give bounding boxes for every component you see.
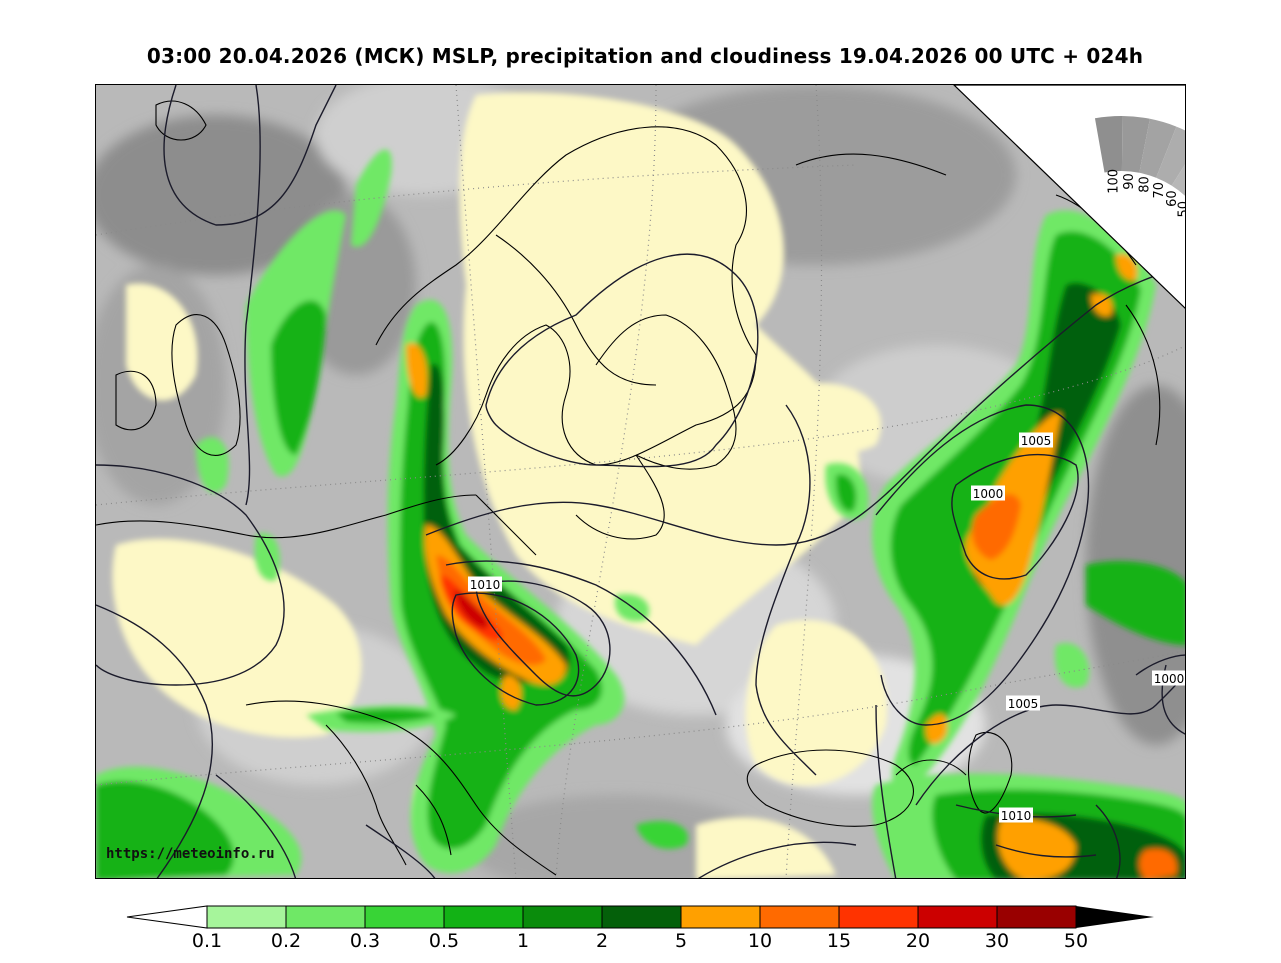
isobar-label-bg [1019,432,1053,448]
cloud-scale-segment [1121,116,1150,173]
legend-tick-label: 0.1 [191,930,223,952]
legend-tick-label: 0.3 [349,930,381,952]
legend-tick-label: 15 [826,930,852,952]
legend-tick-label: 2 [595,930,609,952]
isobar-label: 1000 [973,487,1004,501]
legend-tick-label: 50 [1063,930,1089,952]
legend-tick-label: 1 [516,930,530,952]
cloud-scale-label: 60 [1165,190,1180,207]
cloud-scale-label: 70 [1152,182,1167,199]
cloud-scale-segment [1139,118,1177,178]
precipitation-legend [126,905,1154,929]
legend-tick-label: 5 [674,930,688,952]
isobar-label: 1010 [470,578,501,592]
isobars [96,85,1185,878]
legend-color-box [601,905,682,929]
cloud-scale-label: 80 [1137,176,1152,193]
source-url: https://meteoinfo.ru [106,846,275,862]
legend-tick-label: 0.2 [270,930,302,952]
legend-tick-label: 30 [984,930,1010,952]
legend-color-box [285,905,366,929]
isobar-label-bg [971,485,1005,501]
isobar-label: 1005 [1021,434,1052,448]
legend-above-max-triangle [1076,906,1154,928]
isobar-label-bg [999,807,1033,823]
cloud-scale-segment [1094,116,1123,173]
map-canvas: 1009080706050403020 10051000101010001005… [96,85,1186,878]
cloud-scale-label: 90 [1122,173,1137,190]
cloud-scale-label: 50 [1177,201,1186,218]
isobar-labels: 1005 1000 1010 1000 1005 1010 [468,432,1185,823]
legend-below-min-triangle [126,905,208,929]
isobar-label: 1010 [1001,809,1032,823]
legend-color-box [680,905,761,929]
map-title: 03:00 20.04.2026 (МСК) MSLP, precipitati… [146,44,1144,68]
cloud-cover-scale: 1009080706050403020 [1094,116,1186,218]
isobar-label-bg [468,576,502,592]
isobar-label: 1005 [1008,697,1039,711]
legend-color-box [206,905,287,929]
legend-color-box [364,905,445,929]
legend-color-box [522,905,603,929]
weather-map: 1009080706050403020 10051000101010001005… [95,84,1186,879]
legend-color-box [838,905,919,929]
isobar-label: 1000 [1154,672,1185,686]
legend-color-box [759,905,840,929]
isobar-label-bg [1006,695,1040,711]
legend-color-box [917,905,998,929]
graticule [96,85,1185,878]
legend-tick-label: 20 [905,930,931,952]
legend-tick-label: 0.5 [428,930,460,952]
cloud-scale-segment [1156,126,1185,186]
cloud-scale-segment [1171,164,1185,196]
legend-tick-label: 10 [747,930,773,952]
precipitation-fields [96,149,1185,878]
clear-sky-areas [112,92,888,878]
legend-color-box [443,905,524,929]
legend-color-box [996,905,1077,929]
isobar-label-bg [1152,670,1185,686]
cloud-scale-label: 100 [1107,169,1122,194]
